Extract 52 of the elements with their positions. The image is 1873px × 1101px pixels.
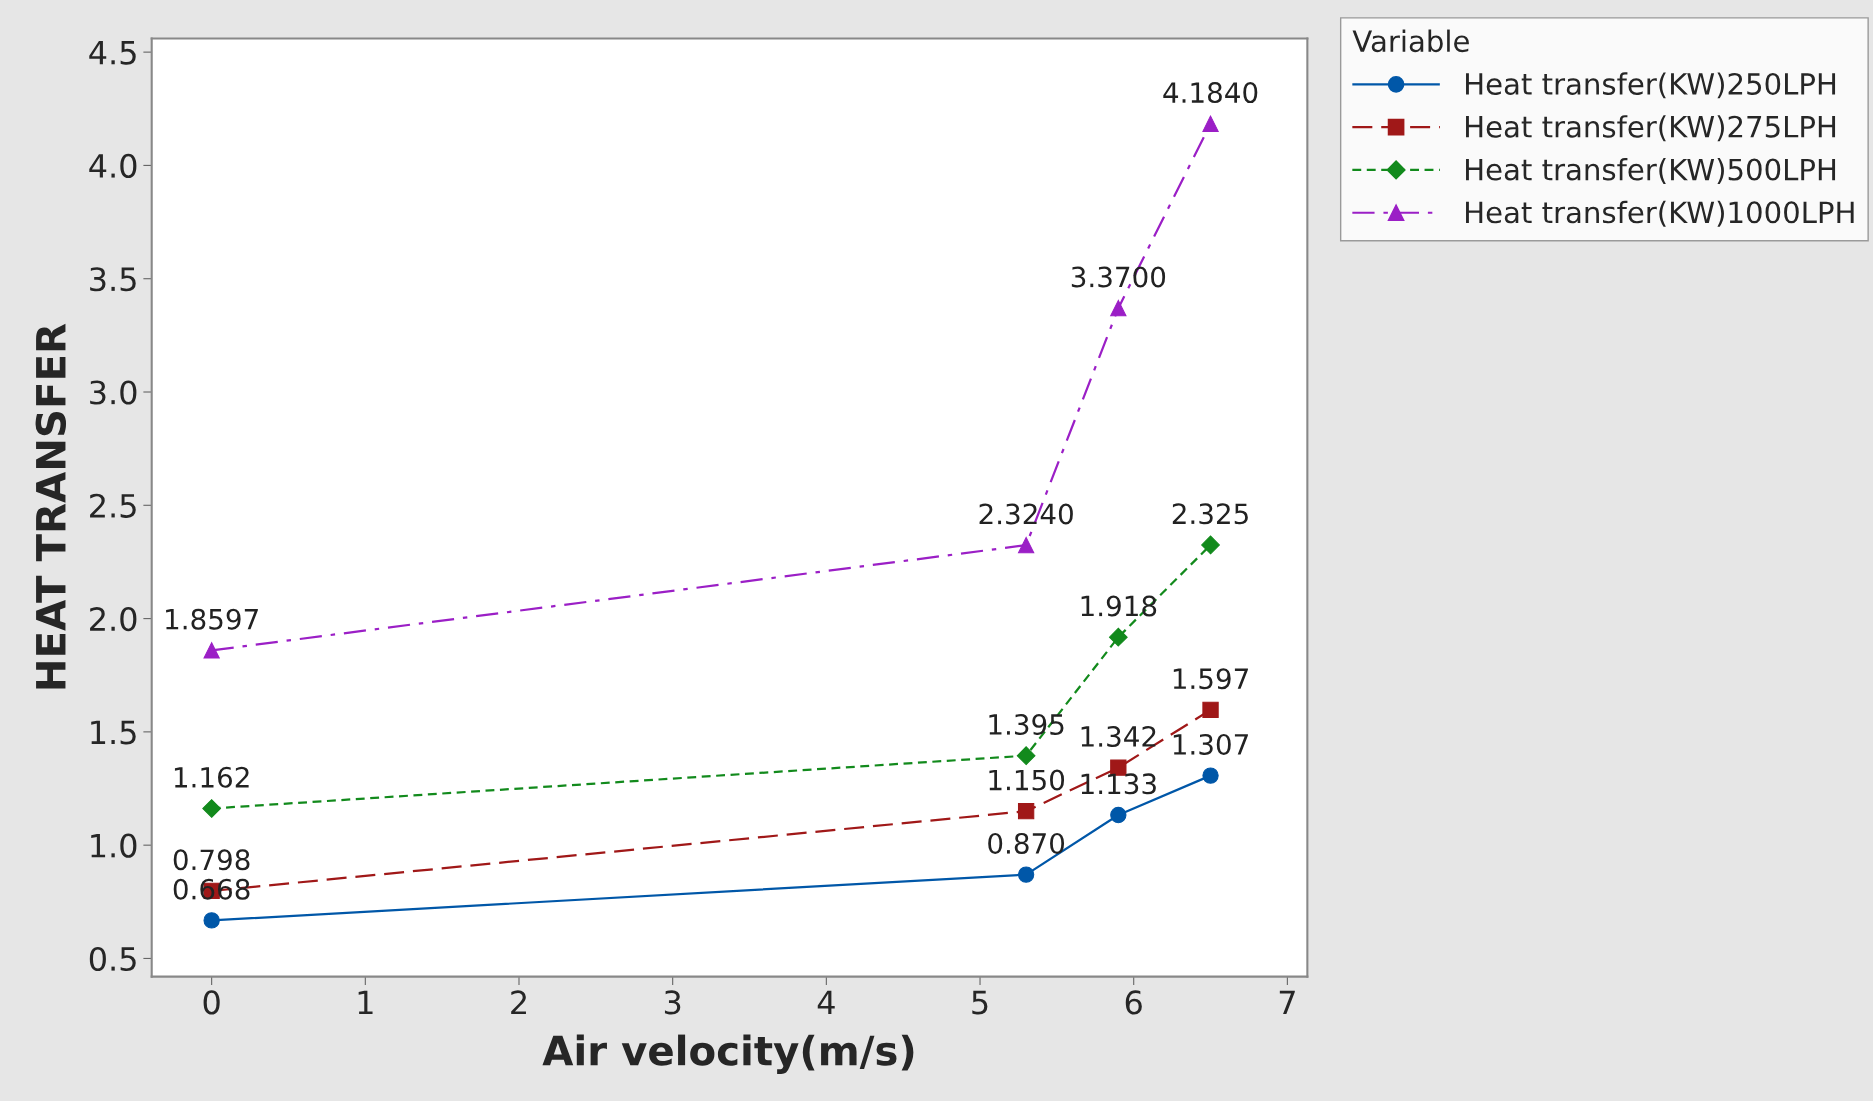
legend-label: Heat transfer(KW)250LPH [1466, 72, 1836, 99]
legend-label: Heat transfer(KW)275LPH [1466, 115, 1836, 142]
x-tick-label: 6 [1125, 990, 1142, 1015]
x-axis-title: Air velocity(m/s) [542, 1034, 914, 1074]
x-tick-label: 3 [664, 990, 681, 1015]
point [1202, 767, 1219, 784]
data-label: 1.918 [1081, 595, 1157, 617]
point [1202, 701, 1219, 719]
point [203, 912, 220, 929]
y-tick-label: 0.5 [89, 946, 136, 972]
y-tick-label: 3.0 [90, 380, 137, 405]
y-tick-label: 4.0 [89, 153, 137, 179]
point [202, 799, 221, 818]
point [1110, 806, 1127, 824]
x-tick-label: 1 [358, 990, 373, 1015]
data-label: 0.798 [173, 849, 250, 871]
data-label: 1.307 [1173, 733, 1248, 755]
x-tick-label: 2 [511, 990, 526, 1015]
data-label: 3.3700 [1071, 266, 1166, 288]
data-label: 1.8597 [166, 608, 258, 630]
x-tick-label: 5 [972, 990, 988, 1015]
y-tick-label: 4.5 [89, 40, 136, 65]
point [1202, 115, 1219, 132]
legend-title: Variable [1352, 29, 1469, 53]
y-axis-title: HEAT TRANSFER [35, 323, 67, 689]
legend-label: Heat transfer(KW)500LPH [1466, 157, 1836, 184]
data-label: 1.597 [1173, 668, 1248, 690]
x-tick-label: 7 [1279, 990, 1295, 1015]
y-tick-label: 3.5 [90, 267, 136, 292]
legend-label: Heat transfer(KW)1000LPH [1466, 200, 1854, 227]
data-label: 1.162 [174, 766, 249, 788]
y-tick-label: 2.5 [90, 493, 136, 518]
data-label: 2.325 [1172, 503, 1248, 525]
data-label: 1.395 [989, 714, 1064, 736]
point [203, 642, 220, 659]
point [1016, 746, 1036, 766]
y-tick-label: 1.5 [91, 720, 136, 745]
y-tick-label: 1.0 [91, 833, 137, 858]
point [1017, 866, 1035, 883]
data-label: 1.150 [989, 769, 1065, 791]
point [1108, 627, 1128, 647]
point [1110, 300, 1127, 317]
point [1017, 803, 1035, 820]
point [1017, 537, 1035, 554]
data-label: 1.133 [1081, 773, 1156, 795]
data-label: 4.1840 [1163, 82, 1258, 104]
x-tick-label: 4 [817, 990, 835, 1015]
data-label: 0.870 [988, 832, 1065, 854]
x-tick-label: 0 [203, 990, 220, 1015]
point [1201, 535, 1220, 555]
data-label: 1.342 [1081, 726, 1156, 748]
y-tick-label: 2.0 [90, 607, 137, 632]
